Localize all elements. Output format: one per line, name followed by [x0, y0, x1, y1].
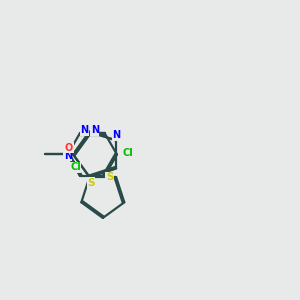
Text: N: N — [112, 130, 121, 140]
Text: N: N — [64, 151, 72, 161]
Text: Cl: Cl — [123, 148, 134, 158]
Text: N: N — [91, 125, 99, 135]
Text: S: S — [106, 172, 113, 182]
Text: S: S — [87, 178, 95, 188]
Text: Cl: Cl — [70, 163, 81, 172]
Text: N: N — [80, 125, 88, 135]
Text: O: O — [65, 143, 73, 153]
